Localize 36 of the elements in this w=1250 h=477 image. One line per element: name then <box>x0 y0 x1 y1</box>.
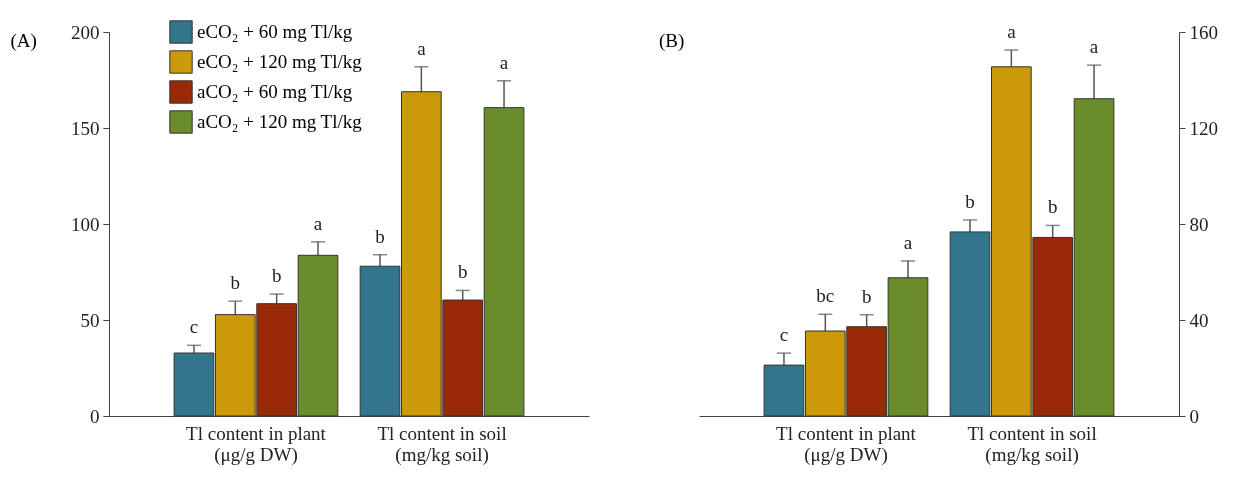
y-tick-label: 150 <box>71 117 100 139</box>
y2-tick-label: 40 <box>1189 309 1209 331</box>
legend-label: aCO₂ + 120 mg Tl/kg <box>197 111 363 132</box>
data-label: a <box>313 212 323 234</box>
legend-label: aCO₂ + 60 mg Tl/kg <box>197 81 353 102</box>
data-label: b <box>1047 196 1058 218</box>
data-label: b <box>375 225 385 247</box>
y-tick-label: 100 <box>71 213 100 235</box>
legend-label: eCO₂ + 60 mg Tl/kg <box>197 21 353 42</box>
data-label: b <box>271 265 282 287</box>
data-label: c <box>779 324 789 346</box>
chart-title: (B) <box>659 30 685 52</box>
x-tick-label: Tl content in plant (μg/g DW) <box>776 422 917 466</box>
legend-label: eCO₂ + 120 mg Tl/kg <box>197 51 363 72</box>
y-tick-label: 200 <box>71 21 100 43</box>
y2-tick-label: 120 <box>1189 117 1218 139</box>
x-tick-label: Tl content in soil (mg/kg soil) <box>377 422 507 466</box>
data-label: b <box>457 261 468 283</box>
data-label: a <box>417 37 427 59</box>
y2-tick-label: 0 <box>1189 405 1199 427</box>
y-tick-label: 0 <box>90 405 100 427</box>
data-label: a <box>903 231 913 253</box>
x-tick-label: Tl content in soil (mg/kg soil) <box>967 422 1097 466</box>
data-label: a <box>1089 36 1099 58</box>
data-label: b <box>965 190 975 212</box>
data-label: b <box>861 285 872 307</box>
data-label: bc <box>816 285 835 307</box>
y2-tick-label: 80 <box>1189 213 1209 235</box>
data-label: a <box>499 51 509 73</box>
y2-tick-label: 160 <box>1189 21 1218 43</box>
x-tick-label: Tl content in plant (μg/g DW) <box>186 422 327 466</box>
y-tick-label: 50 <box>80 309 100 331</box>
chart-title: (A) <box>10 30 37 52</box>
data-label: a <box>1007 21 1017 42</box>
data-label: c <box>189 316 199 338</box>
data-label: b <box>230 272 241 294</box>
